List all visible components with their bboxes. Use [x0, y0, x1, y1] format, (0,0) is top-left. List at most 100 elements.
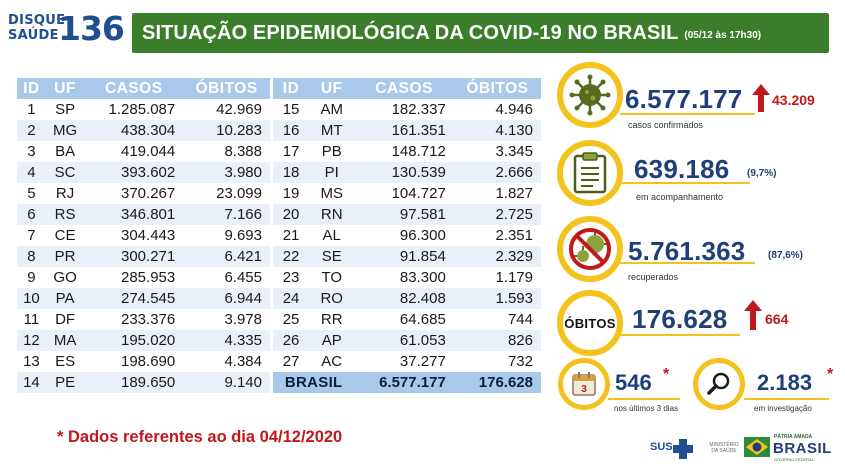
page-date: (05/12 às 17h30)	[684, 29, 762, 41]
cell-uf: AC	[309, 351, 355, 372]
investigation-asterisk: *	[827, 366, 834, 383]
monitoring-value: 639.186	[634, 154, 730, 184]
cell-deaths: 1.593	[453, 288, 541, 309]
logo-line2: SAÚDE	[8, 28, 59, 43]
clipboard-icon	[573, 152, 607, 194]
cell-deaths: 732	[453, 351, 541, 372]
cell-deaths: 23.099	[183, 183, 270, 204]
col-uf: UF	[309, 78, 355, 99]
deaths-circle-label: ÓBITOS	[564, 315, 616, 331]
cell-id: 27	[273, 351, 310, 372]
table-row: 18 PI 130.539 2.666	[273, 162, 541, 183]
cell-id: 19	[273, 183, 310, 204]
cell-cases: 61.053	[354, 330, 454, 351]
footnote: * Dados referentes ao dia 04/12/2020	[57, 428, 343, 446]
cell-uf: RO	[309, 288, 355, 309]
deaths-value: 176.628	[632, 304, 728, 334]
cell-id: 26	[273, 330, 310, 351]
cell-id: 5	[17, 183, 46, 204]
table-row: 22 SE 91.854 2.329	[273, 246, 541, 267]
cell-uf: GO	[45, 267, 85, 288]
cell-uf: MT	[309, 120, 355, 141]
cell-id: 14	[17, 372, 46, 393]
header-bar: SITUAÇÃO EPIDEMIOLÓGICA DA COVID-19 NO B…	[132, 13, 829, 53]
cell-id: 1	[17, 99, 46, 120]
cell-uf: BA	[45, 141, 85, 162]
cell-uf: RJ	[45, 183, 85, 204]
page-title: SITUAÇÃO EPIDEMIOLÓGICA DA COVID-19 NO B…	[142, 21, 679, 44]
cell-deaths: 9.140	[183, 372, 270, 393]
cell-uf: CE	[45, 225, 85, 246]
cell-deaths: 2.725	[453, 204, 541, 225]
cell-cases: 274.545	[84, 288, 184, 309]
cell-cases: 148.712	[354, 141, 454, 162]
cell-cases: 83.300	[354, 267, 454, 288]
table-row: 26 AP 61.053 826	[273, 330, 541, 351]
table-row: 21 AL 96.300 2.351	[273, 225, 541, 246]
cell-uf: RN	[309, 204, 355, 225]
cell-cases: 182.337	[354, 99, 454, 120]
cell-uf: ES	[45, 351, 85, 372]
monitoring-label: em acompanhamento	[636, 192, 724, 202]
states-table-right: ID UF CASOS ÓBITOS 15 AM 182.337 4.946 16 MT 1…	[273, 78, 541, 393]
cell-id: 4	[17, 162, 46, 183]
recovered-underline	[620, 262, 755, 264]
table-row: 2 MG 438.304 10.283	[17, 120, 270, 141]
confirmed-increase: 43.209	[772, 92, 815, 108]
cell-cases: 393.602	[84, 162, 184, 183]
cell-id: 7	[17, 225, 46, 246]
cell-id: 22	[273, 246, 310, 267]
logo-line1: DISQUE	[8, 13, 66, 28]
investigation-value: 2.183	[757, 370, 813, 395]
table-row: 1 SP 1.285.087 42.969	[17, 99, 270, 120]
calendar-icon: 3	[572, 372, 596, 396]
cell-id: 16	[273, 120, 310, 141]
cell-uf: PR	[45, 246, 85, 267]
cell-deaths: 826	[453, 330, 541, 351]
cell-deaths: 10.283	[183, 120, 270, 141]
deaths-underline	[620, 334, 740, 336]
last3days-underline	[608, 398, 680, 400]
cell-id: 3	[17, 141, 46, 162]
table-row: 24 RO 82.408 1.593	[273, 288, 541, 309]
recovered-value: 5.761.363	[628, 236, 746, 266]
cell-id: 2	[17, 120, 46, 141]
brazil-flag-icon	[744, 437, 770, 457]
col-id: ID	[273, 78, 310, 99]
cell-deaths: 3.980	[183, 162, 270, 183]
table-row: 15 AM 182.337 4.946	[273, 99, 541, 120]
cell-deaths: 9.693	[183, 225, 270, 246]
patria-amada-text: PÁTRIA AMADA	[774, 434, 813, 440]
cell-cases: 64.685	[354, 309, 454, 330]
table-row: 3 BA 419.044 8.388	[17, 141, 270, 162]
cell-id: 20	[273, 204, 310, 225]
total-label: BRASIL	[273, 372, 355, 393]
cell-uf: SE	[309, 246, 355, 267]
investigation-underline	[744, 398, 829, 400]
investigation-circle	[693, 358, 745, 410]
table-row: 17 PB 148.712 3.345	[273, 141, 541, 162]
cell-id: 11	[17, 309, 46, 330]
cell-uf: PI	[309, 162, 355, 183]
table-row: 25 RR 64.685 744	[273, 309, 541, 330]
ministry-logo: MINISTÉRIO DA SAÚDE	[709, 442, 739, 454]
col-cases: CASOS	[354, 78, 454, 99]
table-row: 5 RJ 370.267 23.099	[17, 183, 270, 204]
cell-deaths: 2.666	[453, 162, 541, 183]
cell-deaths: 3.345	[453, 141, 541, 162]
cell-id: 17	[273, 141, 310, 162]
cell-id: 15	[273, 99, 310, 120]
magnifier-icon	[707, 372, 730, 395]
confirmed-value: 6.577.177	[625, 84, 743, 114]
table-row: 6 RS 346.801 7.166	[17, 204, 270, 225]
last3days-value: 546	[615, 370, 652, 395]
disque-saude-logo: DISQUE SAÚDE 136	[8, 10, 126, 48]
cell-deaths: 8.388	[183, 141, 270, 162]
cell-cases: 82.408	[354, 288, 454, 309]
footer-logos: SUS MINISTÉRIO DA SAÚDE PÁTRIA AMADA BRA…	[648, 432, 838, 464]
total-cases: 6.577.177	[354, 372, 454, 393]
col-id: ID	[17, 78, 46, 99]
cell-deaths: 6.455	[183, 267, 270, 288]
col-cases: CASOS	[84, 78, 184, 99]
cell-deaths: 2.329	[453, 246, 541, 267]
